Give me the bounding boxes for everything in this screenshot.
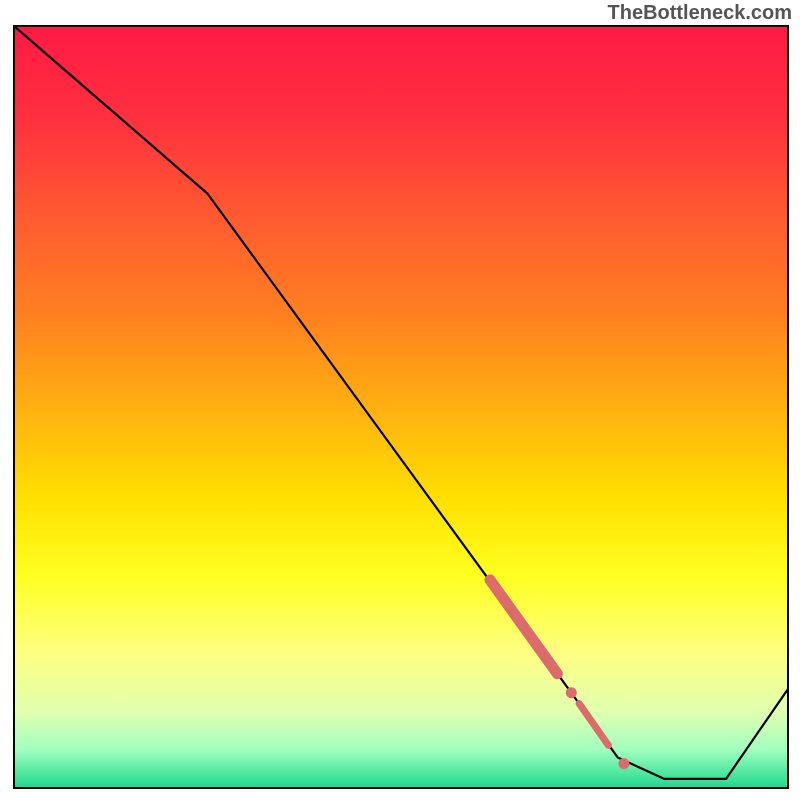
chart-svg [0, 0, 800, 800]
bottleneck-chart: TheBottleneck.com [0, 0, 800, 800]
watermark-text: TheBottleneck.com [608, 2, 792, 25]
